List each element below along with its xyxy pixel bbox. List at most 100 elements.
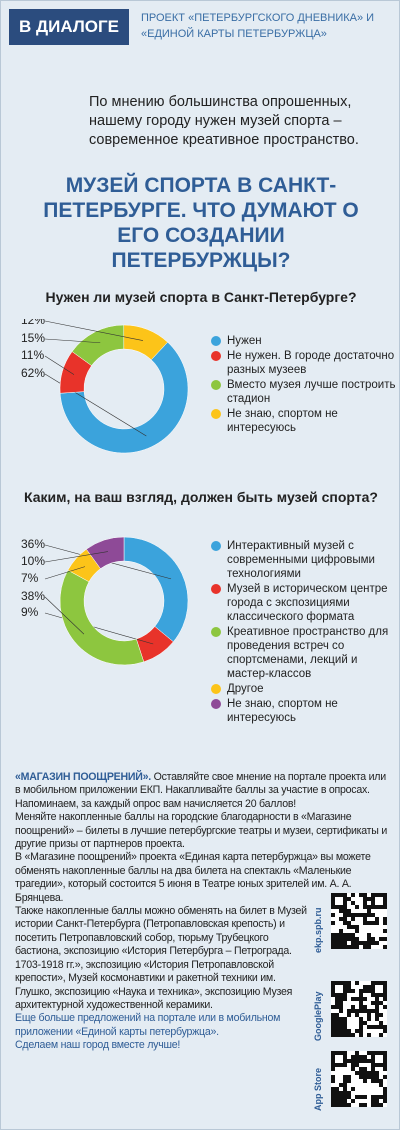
value-label: 15%: [21, 331, 45, 345]
qr-module: [335, 1103, 339, 1107]
legend-label: Не знаю, спортом не интересуюсь: [227, 698, 338, 724]
qr-module: [379, 981, 383, 985]
qr-module: [335, 1063, 339, 1067]
qr-module: [343, 1095, 347, 1099]
qr-module: [331, 1029, 335, 1033]
intro-text: По мнению большинства опрошенных, нашему…: [89, 94, 359, 148]
qr-module: [383, 1029, 387, 1033]
value-label: 10%: [21, 554, 45, 568]
qr-module: [375, 1001, 379, 1005]
qr-module: [331, 905, 335, 909]
qr-module: [343, 917, 347, 921]
qr-module: [331, 1013, 335, 1017]
qr-module: [331, 897, 335, 901]
qr-module: [363, 1079, 367, 1083]
qr-module: [355, 1063, 359, 1067]
legend-swatch: [211, 409, 221, 419]
qr-module: [367, 1033, 371, 1037]
donut-chart: 62% 11% 15% 12%: [21, 319, 189, 454]
qr-module: [335, 1099, 339, 1103]
qr-module: [379, 937, 383, 941]
qr-module: [343, 1083, 347, 1087]
qr-module: [375, 1051, 379, 1055]
value-label: 11%: [21, 348, 44, 362]
qr-module: [371, 1051, 375, 1055]
legend-entry: Интерактивный музей с современными цифро…: [211, 539, 396, 581]
headline: МУЗЕЙ СПОРТА В САНКТ-ПЕТЕРБУРГЕ. ЧТО ДУМ…: [43, 174, 359, 272]
legend: Интерактивный музей с современными цифро…: [211, 539, 396, 726]
qr-module: [335, 997, 339, 1001]
qr-module: [351, 1099, 355, 1103]
legend-entry: Не нужен. В городе достаточно разных муз…: [211, 349, 396, 377]
qr-module: [371, 941, 375, 945]
qr-module: [347, 909, 351, 913]
qr-module: [355, 905, 359, 909]
legend-entry: Креативное пространство для проведения в…: [211, 625, 396, 681]
qr-module: [331, 1017, 335, 1021]
qr-module: [355, 925, 359, 929]
legend-label: Креативное пространство для проведения в…: [227, 626, 389, 680]
qr-code: [331, 981, 387, 1037]
qr-module: [347, 1033, 351, 1037]
qr-module: [359, 1067, 363, 1071]
qr-module: [355, 937, 359, 941]
qr-module: [351, 989, 355, 993]
qr-module: [363, 1021, 367, 1025]
qr-module: [367, 933, 371, 937]
qr-module: [335, 1021, 339, 1025]
qr-module: [375, 917, 379, 921]
donut-segment: [59, 569, 145, 666]
qr-code: [331, 893, 387, 949]
qr-module: [367, 945, 371, 949]
qr-module: [383, 997, 387, 1001]
qr-module: [351, 1005, 355, 1009]
qr-module: [331, 901, 335, 905]
qr-module: [359, 1001, 363, 1005]
qr-module: [335, 937, 339, 941]
qr-module: [343, 997, 347, 1001]
qr-module: [347, 921, 351, 925]
qr-module: [363, 905, 367, 909]
qr-module: [331, 921, 335, 925]
legend-label: Интерактивный музей с современными цифро…: [227, 540, 375, 580]
qr-module: [339, 1029, 343, 1033]
qr-module: [351, 1009, 355, 1013]
qr-module: [331, 945, 335, 949]
qr-module: [383, 1063, 387, 1067]
qr-module: [375, 921, 379, 925]
section-badge: В ДИАЛОГЕ: [9, 9, 129, 45]
value-label: 38%: [21, 589, 45, 603]
qr-module: [343, 1063, 347, 1067]
qr-module: [351, 945, 355, 949]
qr-module: [339, 1083, 343, 1087]
qr-module: [367, 921, 371, 925]
qr-module: [371, 901, 375, 905]
qr-module: [371, 989, 375, 993]
qr-module: [347, 1091, 351, 1095]
qr-module: [371, 893, 375, 897]
qr-module: [331, 985, 335, 989]
qr-module: [375, 1013, 379, 1017]
qr-module: [331, 933, 335, 937]
donut-segment: [86, 536, 125, 569]
project-label: ПРОЕКТ «ПЕТЕРБУРГСКОГО ДНЕВНИКА» И «ЕДИН…: [141, 12, 375, 40]
qr-module: [379, 1033, 383, 1037]
qr-module: [371, 1103, 375, 1107]
qr-module: [355, 941, 359, 945]
leader-line: [44, 566, 86, 580]
closing: Сделаем наш город вместе лучше!: [15, 1039, 181, 1052]
qr-module: [375, 1063, 379, 1067]
lead: «МАГАЗИН ПООЩРЕНИЙ».: [15, 771, 151, 783]
chart-title: Каким, на ваш взгляд, должен быть музей …: [24, 489, 378, 505]
qr-module: [375, 1025, 379, 1029]
qr-module: [375, 1071, 379, 1075]
qr-module: [343, 1087, 347, 1091]
qr-module: [335, 905, 339, 909]
qr-module: [339, 997, 343, 1001]
qr-module: [371, 1009, 375, 1013]
qr-module: [359, 1055, 363, 1059]
qr-module: [335, 933, 339, 937]
qr-module: [375, 905, 379, 909]
qr-module: [331, 989, 335, 993]
qr-module: [367, 1071, 371, 1075]
